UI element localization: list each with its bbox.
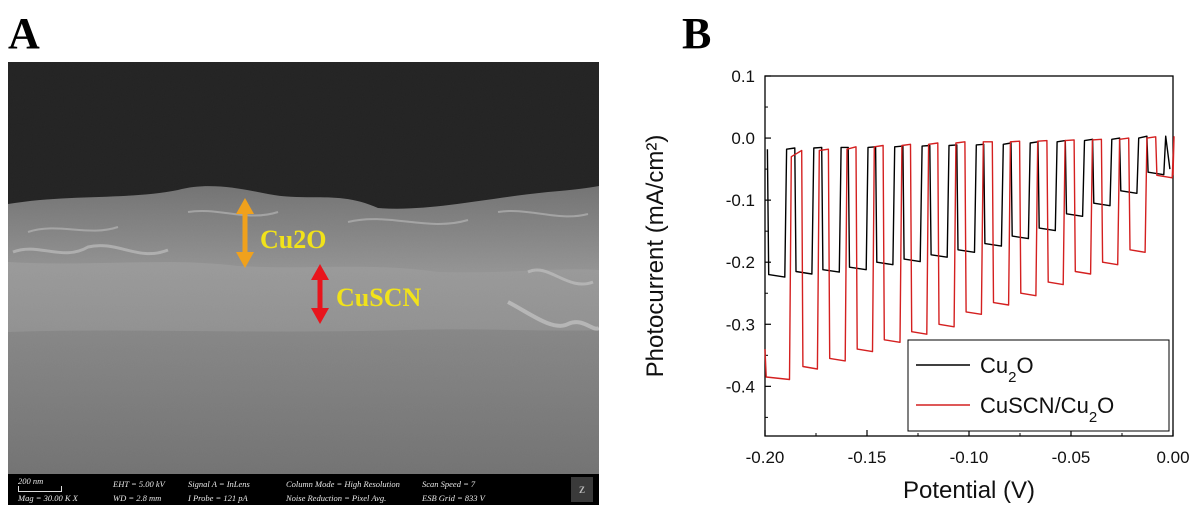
x-tick-label: -0.10 (950, 448, 989, 467)
scale-bar (18, 486, 62, 492)
panel-label-b: B (682, 9, 712, 58)
chart-series (764, 135, 1175, 381)
sem-info-bar: 200 nm Mag = 30.00 K X EHT = 5.00 kV WD … (8, 474, 599, 505)
scan-speed-label: Scan Speed = 7 (422, 479, 476, 489)
y-tick-label: 0.0 (731, 129, 755, 148)
sem-image: Cu2O CuSCN 200 nm Mag = 30.00 K X EHT = … (8, 62, 599, 505)
legend-box (907, 339, 1170, 432)
series-line-cu2o (766, 135, 1171, 278)
sem-micrograph (8, 62, 599, 505)
x-tick-label: 0.00 (1156, 448, 1189, 467)
series-line-cuscn-cu2o (764, 136, 1175, 381)
photocurrent-chart: -0.20 -0.15 -0.10 -0.05 0.00 0.1 0.0 -0.1 -0.2 -0… (642, 67, 1190, 504)
x-tick-label: -0.20 (746, 448, 785, 467)
y-tick-label: 0.1 (731, 67, 755, 86)
mag-label: Mag = 30.00 K X (18, 493, 78, 503)
y-tick-label: -0.4 (726, 377, 755, 396)
signal-label: Signal A = InLens (188, 479, 250, 489)
cuscn-arrow (311, 264, 329, 324)
iprobe-label: I Probe = 121 pA (188, 493, 248, 503)
eht-label: EHT = 5.00 kV (113, 479, 165, 489)
legend-label: CuSCN/Cu2O (980, 393, 1114, 426)
x-axis-title: Potential (V) (903, 477, 1035, 504)
x-tick-label: -0.15 (848, 448, 887, 467)
y-tick-label: -0.3 (726, 315, 755, 334)
noise-reduction-label: Noise Reduction = Pixel Avg. (286, 493, 387, 503)
cu2o-annotation: Cu2O (260, 225, 327, 254)
chart-legend: Cu2O CuSCN/Cu2O (907, 339, 1170, 432)
panel-label-a: A (8, 9, 40, 58)
sem-grain (8, 62, 599, 474)
y-tick-label: -0.2 (726, 253, 755, 272)
scale-label: 200 nm (18, 476, 44, 486)
y-tick-label: -0.1 (726, 191, 755, 210)
wd-label: WD = 2.8 mm (113, 493, 162, 503)
zeiss-logo-icon: Z (571, 477, 593, 502)
esb-grid-label: ESB Grid = 833 V (422, 493, 485, 503)
legend-label: Cu2O (980, 353, 1034, 386)
column-mode-label: Column Mode = High Resolution (286, 479, 400, 489)
chart-axes: -0.20 -0.15 -0.10 -0.05 0.00 0.1 0.0 -0.1 -0.2 -0… (726, 67, 1190, 467)
x-tick-label: -0.05 (1052, 448, 1091, 467)
y-axis-title: Photocurrent (mA/cm²) (642, 135, 669, 378)
cuscn-annotation: CuSCN (336, 283, 422, 312)
cu2o-arrow (236, 198, 254, 268)
